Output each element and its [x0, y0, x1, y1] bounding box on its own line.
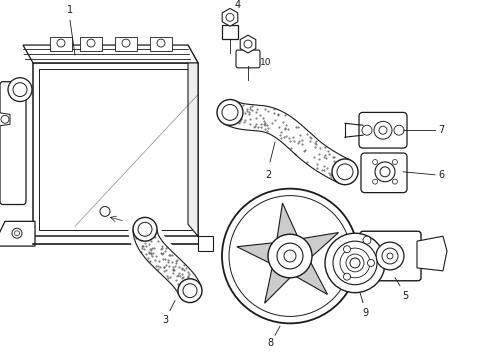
Text: 6: 6 [438, 170, 444, 180]
Circle shape [340, 248, 370, 278]
FancyBboxPatch shape [361, 153, 407, 193]
Circle shape [268, 234, 312, 278]
Circle shape [178, 279, 202, 302]
Circle shape [380, 167, 390, 177]
Circle shape [379, 126, 387, 134]
Polygon shape [277, 203, 297, 238]
Circle shape [382, 248, 398, 264]
Circle shape [392, 159, 397, 165]
Bar [39, 69, 192, 230]
Circle shape [392, 179, 397, 184]
FancyBboxPatch shape [359, 112, 407, 148]
Circle shape [362, 125, 372, 135]
Circle shape [222, 104, 238, 120]
Polygon shape [198, 236, 213, 251]
Polygon shape [33, 63, 198, 236]
FancyBboxPatch shape [360, 231, 421, 281]
Circle shape [217, 99, 243, 125]
Text: 7: 7 [438, 125, 444, 135]
Bar [80, 37, 102, 51]
Circle shape [100, 207, 110, 216]
Circle shape [372, 179, 378, 184]
Polygon shape [417, 236, 447, 271]
Polygon shape [303, 233, 339, 256]
Circle shape [229, 195, 351, 316]
Circle shape [387, 253, 393, 259]
FancyBboxPatch shape [0, 82, 26, 204]
Circle shape [157, 39, 165, 47]
Circle shape [325, 233, 385, 293]
Circle shape [332, 159, 358, 185]
Circle shape [333, 241, 377, 285]
Circle shape [222, 189, 358, 323]
Circle shape [8, 78, 32, 102]
Bar [115, 37, 137, 51]
Circle shape [346, 254, 364, 272]
Polygon shape [23, 45, 198, 63]
FancyBboxPatch shape [236, 50, 260, 68]
Polygon shape [0, 112, 10, 126]
Circle shape [372, 159, 378, 165]
Circle shape [374, 121, 392, 139]
Circle shape [138, 222, 152, 236]
Polygon shape [265, 269, 290, 303]
Circle shape [343, 273, 350, 280]
Polygon shape [296, 263, 327, 294]
Circle shape [15, 231, 20, 236]
Circle shape [12, 228, 22, 238]
Circle shape [122, 39, 130, 47]
Circle shape [226, 13, 234, 21]
Polygon shape [237, 243, 272, 263]
Circle shape [277, 243, 303, 269]
Circle shape [13, 83, 27, 96]
Bar [222, 25, 238, 39]
Text: 2: 2 [265, 170, 271, 180]
Circle shape [183, 284, 197, 298]
Text: 10: 10 [260, 58, 271, 67]
Text: 4: 4 [235, 0, 241, 10]
Bar [150, 37, 172, 51]
Circle shape [363, 236, 371, 244]
Circle shape [1, 115, 9, 123]
Circle shape [363, 266, 371, 274]
Circle shape [57, 39, 65, 47]
Circle shape [350, 258, 360, 268]
Circle shape [244, 40, 252, 48]
Circle shape [376, 242, 404, 270]
Circle shape [394, 125, 404, 135]
Circle shape [284, 250, 296, 262]
Circle shape [87, 39, 95, 47]
Text: 9: 9 [362, 307, 368, 318]
Text: 5: 5 [402, 291, 408, 301]
Text: 8: 8 [267, 338, 273, 348]
Circle shape [343, 246, 350, 253]
Text: 1: 1 [67, 5, 73, 15]
Polygon shape [0, 221, 35, 246]
Bar [50, 37, 72, 51]
Circle shape [375, 162, 395, 182]
Circle shape [337, 164, 353, 180]
Polygon shape [188, 45, 198, 236]
Text: 3: 3 [162, 315, 168, 325]
Circle shape [368, 260, 374, 266]
Circle shape [133, 217, 157, 241]
